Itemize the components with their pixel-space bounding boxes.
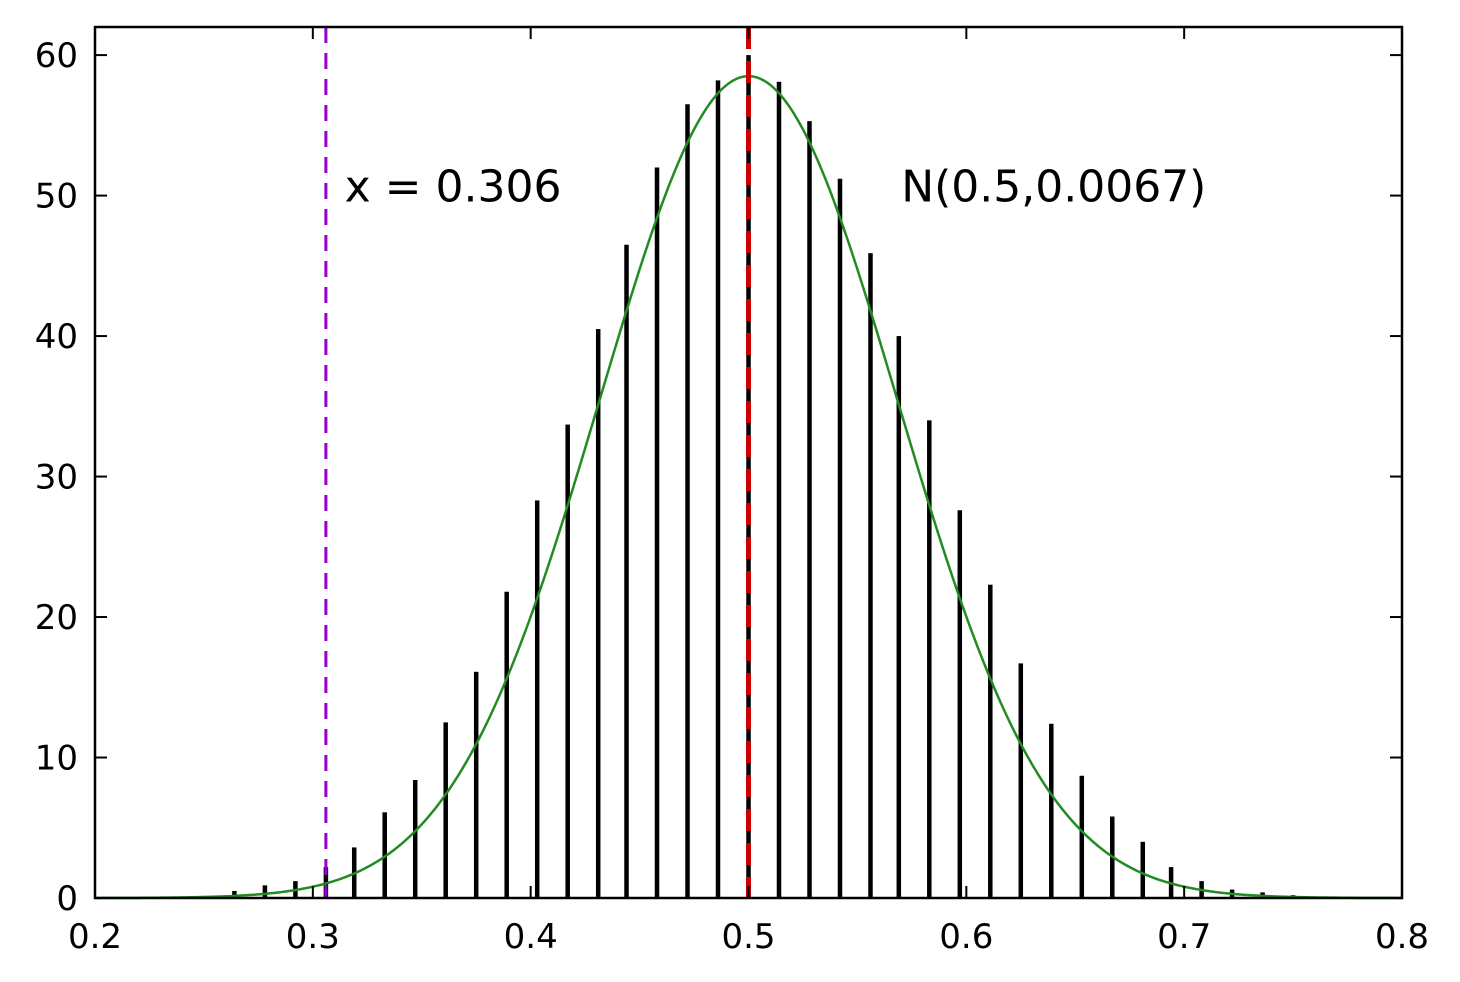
bar [988,584,993,898]
y-tick-label: 0 [56,879,78,919]
bar [868,253,873,899]
bar [1049,723,1054,898]
tick-labels-layer: 0.2 0.3 0.4 0.5 0.6 0.7 0.8 0 10 20 30 40 50 60 [35,36,1429,957]
bar [504,591,509,898]
y-tick-label: 40 [35,317,78,357]
bar [715,80,721,899]
x-tick-label: 0.6 [939,917,993,957]
bar [927,420,932,898]
bar [776,81,782,899]
bar [262,885,268,898]
y-tick-label: 30 [35,458,78,498]
bar [232,890,237,898]
bar [837,178,843,898]
bar [896,336,902,898]
bar [685,104,690,899]
ticks-layer [94,27,1403,899]
bar [654,167,660,898]
y-tick-label: 60 [35,36,78,76]
bar [957,510,963,898]
x-tick-label: 0.8 [1375,917,1429,957]
bar [1140,841,1146,898]
x-tick-label: 0.5 [721,917,775,957]
bar [565,424,570,898]
annotation-normal-dist: N(0.5,0.0067) [901,162,1206,213]
annotation-x-value: x = 0.306 [345,162,562,213]
bar [443,722,448,898]
y-tick-label: 10 [35,739,78,779]
bar [534,500,540,898]
x-tick-label: 0.4 [504,917,558,957]
y-tick-label: 50 [35,177,78,217]
x-tick-label: 0.3 [286,917,340,957]
bar [412,779,418,898]
bar [1018,663,1024,898]
bar [595,329,601,899]
x-tick-label: 0.2 [68,917,122,957]
bar [473,671,479,898]
y-tick-label: 20 [35,598,78,638]
reference-lines-layer [324,27,751,898]
bar [624,244,629,898]
x-tick-label: 0.7 [1157,917,1211,957]
bar [807,121,812,898]
bar [1079,775,1085,898]
